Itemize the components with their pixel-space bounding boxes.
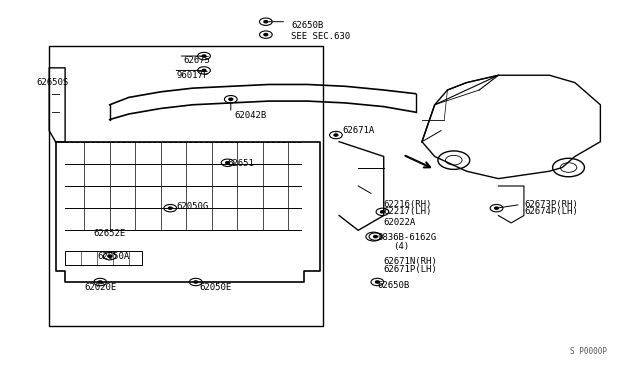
Text: S P0000P: S P0000P	[570, 347, 607, 356]
Text: 62050A: 62050A	[97, 251, 129, 261]
Text: 62217(LH): 62217(LH)	[384, 207, 432, 217]
Circle shape	[194, 281, 198, 283]
Text: SEE SEC.630: SEE SEC.630	[291, 32, 351, 41]
Circle shape	[168, 207, 172, 209]
Circle shape	[264, 33, 268, 36]
Circle shape	[376, 281, 380, 283]
Text: 62671P(LH): 62671P(LH)	[384, 264, 438, 273]
Text: 62022A: 62022A	[384, 218, 416, 227]
Circle shape	[229, 98, 233, 100]
Text: 62650B: 62650B	[378, 281, 410, 290]
Text: 62020E: 62020E	[84, 283, 116, 292]
Circle shape	[495, 207, 499, 209]
Circle shape	[99, 281, 102, 283]
Circle shape	[381, 211, 385, 213]
Text: 96017F: 96017F	[177, 71, 209, 80]
Text: 62050G: 62050G	[177, 202, 209, 211]
Circle shape	[202, 55, 206, 57]
Circle shape	[226, 161, 230, 164]
Circle shape	[108, 255, 111, 257]
Text: 62674P(LH): 62674P(LH)	[524, 207, 578, 217]
Text: 62652E: 62652E	[94, 230, 126, 238]
Text: 62675: 62675	[183, 56, 210, 65]
Text: 62650B: 62650B	[291, 21, 324, 30]
Text: (4): (4)	[394, 243, 410, 251]
Text: 62671N(RH): 62671N(RH)	[384, 257, 438, 266]
Text: 62651: 62651	[228, 159, 255, 169]
Circle shape	[374, 235, 378, 238]
Text: 62671A: 62671A	[342, 126, 374, 135]
Text: 62216(RH): 62216(RH)	[384, 200, 432, 209]
Circle shape	[334, 134, 338, 136]
Text: 62050E: 62050E	[199, 283, 231, 292]
Text: 62042B: 62042B	[234, 111, 266, 121]
Text: 0836B-6162G: 0836B-6162G	[378, 233, 436, 242]
Text: 62650S: 62650S	[36, 78, 68, 87]
Circle shape	[264, 20, 268, 23]
Text: 62673P(RH): 62673P(RH)	[524, 200, 578, 209]
Circle shape	[202, 69, 206, 71]
